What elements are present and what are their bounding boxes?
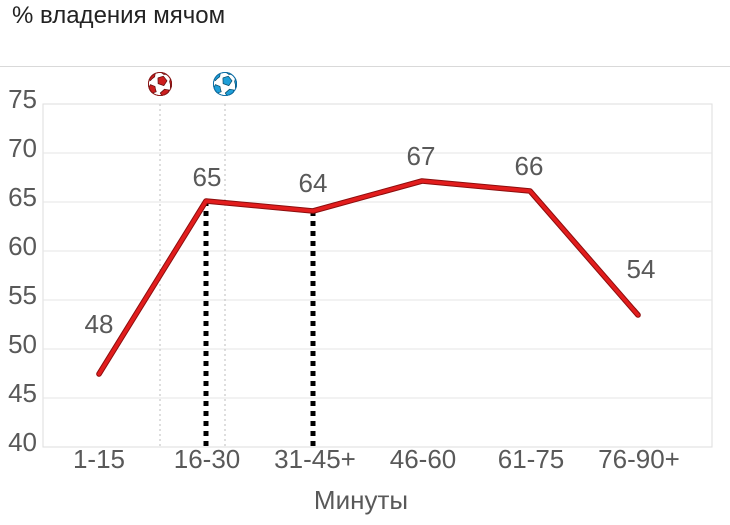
svg-text:64: 64: [299, 168, 328, 198]
svg-text:76-90+: 76-90+: [598, 444, 680, 474]
svg-text:61-75: 61-75: [498, 444, 565, 474]
svg-text:70: 70: [8, 133, 37, 163]
svg-text:48: 48: [85, 309, 114, 339]
svg-text:50: 50: [8, 329, 37, 359]
svg-text:16-30: 16-30: [174, 444, 241, 474]
svg-text:75: 75: [8, 84, 37, 114]
svg-text:54: 54: [627, 254, 656, 284]
svg-text:31-45+: 31-45+: [274, 444, 356, 474]
svg-text:Минуты: Минуты: [314, 485, 408, 515]
svg-text:65: 65: [193, 162, 222, 192]
svg-text:40: 40: [8, 427, 37, 457]
svg-text:55: 55: [8, 280, 37, 310]
svg-text:65: 65: [8, 182, 37, 212]
svg-text:45: 45: [8, 378, 37, 408]
svg-text:60: 60: [8, 231, 37, 261]
svg-text:46-60: 46-60: [390, 444, 457, 474]
svg-text:1-15: 1-15: [73, 444, 125, 474]
svg-text:67: 67: [407, 141, 436, 171]
svg-text:66: 66: [515, 151, 544, 181]
